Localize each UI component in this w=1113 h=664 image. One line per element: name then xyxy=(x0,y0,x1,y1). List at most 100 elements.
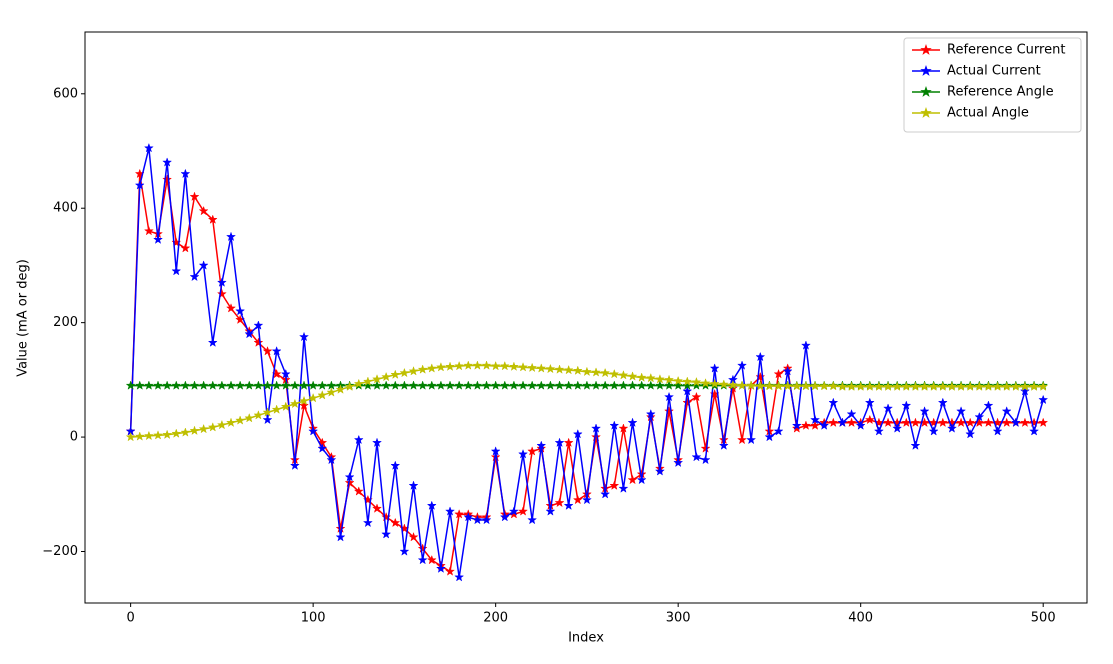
marker xyxy=(746,434,757,445)
marker xyxy=(800,420,811,430)
marker xyxy=(189,425,200,436)
marker xyxy=(682,397,693,408)
marker xyxy=(372,503,383,513)
marker xyxy=(198,205,209,216)
marker xyxy=(180,427,191,437)
marker xyxy=(609,380,620,390)
marker xyxy=(153,430,164,440)
marker xyxy=(709,363,720,373)
marker xyxy=(253,410,264,420)
marker xyxy=(819,380,830,391)
legend-marker xyxy=(920,106,932,118)
marker xyxy=(198,423,209,434)
marker xyxy=(235,305,246,316)
marker xyxy=(390,460,401,470)
y-tick-label: −200 xyxy=(42,544,78,559)
marker xyxy=(518,448,529,459)
marker xyxy=(810,414,821,425)
marker xyxy=(527,446,538,456)
marker xyxy=(709,378,720,389)
marker xyxy=(700,454,711,465)
marker xyxy=(791,423,802,433)
marker xyxy=(1001,417,1012,428)
marker xyxy=(198,260,209,270)
marker xyxy=(372,380,383,390)
marker xyxy=(673,457,684,468)
marker xyxy=(226,380,237,390)
marker xyxy=(700,443,711,453)
marker xyxy=(782,366,793,376)
marker xyxy=(618,423,629,433)
marker xyxy=(253,337,264,347)
marker xyxy=(353,486,364,496)
marker xyxy=(673,380,684,390)
marker xyxy=(682,380,693,390)
marker xyxy=(645,408,656,419)
marker xyxy=(1019,381,1030,391)
marker xyxy=(983,400,994,410)
y-axis-label: Value (mA or deg) xyxy=(16,259,31,377)
marker xyxy=(235,380,246,390)
marker xyxy=(143,225,154,236)
marker xyxy=(372,437,383,448)
marker xyxy=(207,380,218,390)
marker xyxy=(463,380,474,390)
legend-marker xyxy=(920,64,932,76)
marker xyxy=(472,380,483,390)
marker xyxy=(773,426,784,436)
marker xyxy=(353,378,364,389)
marker xyxy=(189,380,200,390)
marker xyxy=(162,174,173,184)
marker xyxy=(846,408,857,419)
marker xyxy=(1019,417,1030,428)
marker xyxy=(317,390,328,400)
marker xyxy=(883,381,894,391)
marker xyxy=(308,392,319,403)
marker xyxy=(600,489,611,499)
marker xyxy=(262,407,273,417)
marker xyxy=(883,417,894,428)
marker xyxy=(216,419,227,430)
marker xyxy=(454,509,465,519)
marker xyxy=(1010,381,1021,391)
marker xyxy=(572,428,583,439)
marker xyxy=(435,380,446,390)
marker xyxy=(691,391,702,402)
marker xyxy=(171,265,182,276)
marker xyxy=(974,411,985,422)
marker xyxy=(691,380,702,390)
marker xyxy=(125,380,136,390)
x-tick-label: 0 xyxy=(126,611,134,626)
marker xyxy=(682,376,693,386)
legend-label: Reference Current xyxy=(947,43,1065,58)
marker xyxy=(226,417,237,428)
marker xyxy=(326,387,337,397)
marker xyxy=(737,360,748,370)
marker xyxy=(299,331,310,342)
marker xyxy=(937,381,948,391)
marker xyxy=(518,362,529,372)
marker xyxy=(518,506,529,516)
marker xyxy=(627,474,638,485)
marker xyxy=(207,422,218,432)
marker xyxy=(143,142,154,153)
marker xyxy=(171,428,182,438)
marker xyxy=(344,477,355,488)
marker xyxy=(1001,381,1012,391)
marker xyxy=(910,381,921,391)
y-tick-label: 0 xyxy=(70,430,78,445)
marker xyxy=(554,364,565,374)
marker xyxy=(956,406,967,416)
marker xyxy=(946,423,957,433)
marker xyxy=(901,381,912,391)
marker xyxy=(727,383,738,393)
marker xyxy=(618,370,629,380)
marker xyxy=(289,398,300,409)
marker xyxy=(791,420,802,430)
marker xyxy=(554,380,565,390)
marker xyxy=(472,514,483,525)
marker xyxy=(819,420,830,430)
marker xyxy=(965,381,976,391)
marker xyxy=(837,417,848,428)
marker xyxy=(426,363,437,373)
